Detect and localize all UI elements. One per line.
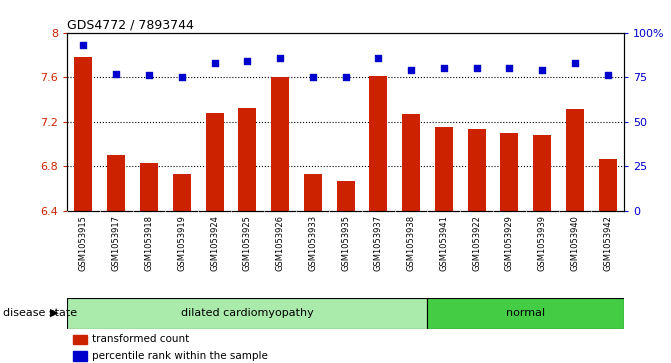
Point (242, 58, 253, 64)
Point (209, 60, 220, 66)
Bar (304, 174, 322, 211)
Point (603, 73, 613, 78)
Point (471, 65, 482, 71)
Text: GSM1053938: GSM1053938 (407, 215, 415, 271)
Text: GSM1053924: GSM1053924 (210, 215, 219, 271)
Text: GSM1053933: GSM1053933 (308, 215, 317, 271)
Text: GSM1053942: GSM1053942 (603, 215, 612, 271)
Text: GSM1053919: GSM1053919 (177, 215, 187, 271)
Text: GDS4772 / 7893744: GDS4772 / 7893744 (67, 19, 194, 32)
Bar (72, 335, 87, 344)
Point (373, 55, 384, 61)
Text: GSM1053915: GSM1053915 (79, 215, 88, 271)
Text: ▶: ▶ (50, 308, 59, 318)
Point (274, 55, 285, 61)
Point (504, 65, 515, 71)
Bar (67, 298, 427, 329)
Bar (140, 163, 158, 211)
Point (438, 65, 449, 71)
Point (537, 67, 548, 73)
Text: GSM1053929: GSM1053929 (505, 215, 514, 271)
Point (340, 74, 351, 80)
Bar (599, 159, 617, 211)
Bar (402, 114, 420, 211)
Text: GSM1053935: GSM1053935 (341, 215, 350, 271)
Text: GSM1053937: GSM1053937 (374, 215, 383, 271)
Point (176, 74, 187, 80)
Text: GSM1053922: GSM1053922 (472, 215, 481, 271)
Text: dilated cardiomyopathy: dilated cardiomyopathy (181, 308, 313, 318)
Bar (427, 298, 624, 329)
Bar (271, 77, 289, 211)
Text: GSM1053925: GSM1053925 (243, 215, 252, 271)
Bar (566, 109, 584, 211)
Text: GSM1053917: GSM1053917 (112, 215, 121, 271)
Text: GSM1053918: GSM1053918 (144, 215, 154, 271)
Text: transformed count: transformed count (92, 334, 189, 344)
Bar (533, 135, 551, 211)
Bar (205, 113, 223, 211)
Bar (172, 174, 191, 211)
Text: percentile rank within the sample: percentile rank within the sample (92, 351, 268, 361)
Bar (501, 133, 519, 211)
Bar (74, 57, 93, 211)
Bar (337, 180, 354, 211)
Text: GSM1053939: GSM1053939 (537, 215, 547, 271)
Text: disease state: disease state (3, 308, 77, 318)
Bar (72, 351, 87, 361)
Point (307, 74, 318, 80)
Text: normal: normal (506, 308, 546, 318)
Point (570, 60, 580, 66)
Text: GSM1053941: GSM1053941 (440, 215, 448, 271)
Bar (435, 127, 453, 211)
Text: GSM1053940: GSM1053940 (570, 215, 579, 271)
Point (78, 42, 89, 48)
Point (144, 73, 154, 78)
Bar (468, 129, 486, 211)
Point (111, 71, 121, 77)
Bar (107, 155, 125, 211)
Point (406, 67, 417, 73)
Bar (238, 108, 256, 211)
Bar (369, 76, 387, 211)
Text: GSM1053926: GSM1053926 (276, 215, 285, 271)
